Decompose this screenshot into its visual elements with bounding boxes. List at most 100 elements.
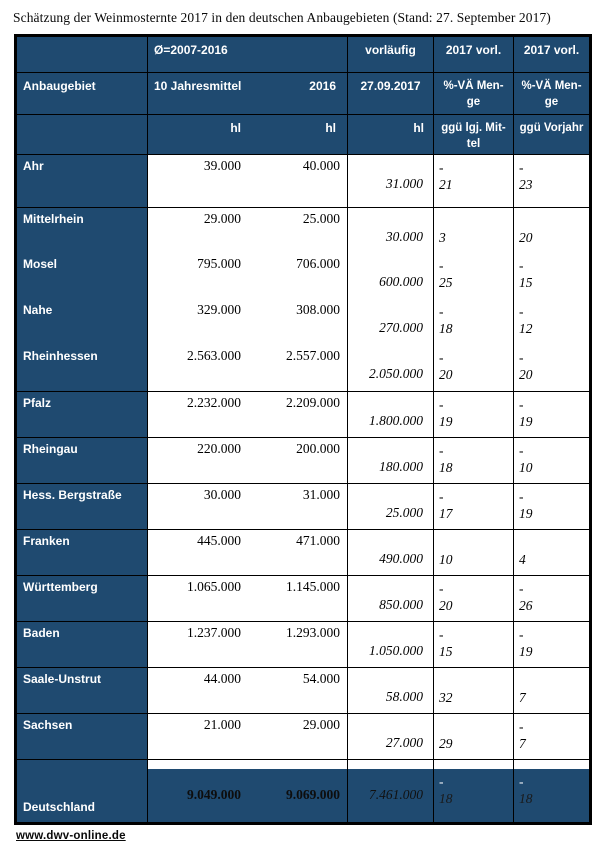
region-label-cell: Rheingau [17, 437, 147, 483]
header-row-1: Ø=2007-2016 vorläufig 2017 vorl. 2017 vo… [17, 37, 589, 72]
prelim-value: 27.000 [347, 713, 433, 759]
pct-sign: - [439, 304, 444, 319]
prelim-value: 58.000 [347, 667, 433, 713]
header-va1-top: 2017 vorl. [433, 37, 513, 72]
region-label-cell: Saale-Unstrut [17, 667, 147, 713]
region-label-cell: Mosel [17, 253, 147, 299]
header-avg-group: Ø=2007-2016 [147, 37, 347, 72]
pct-number: 18 [439, 321, 453, 336]
header-empty-cell-2 [17, 114, 147, 154]
pct-number: 10 [439, 552, 453, 567]
avg-2016-values-cell: 329.000 308.000 [147, 299, 347, 345]
y2016-value: 706.000 [296, 256, 340, 271]
y2016-value: 54.000 [302, 671, 340, 686]
table-row: Saale-Unstrut 44.000 54.000 58.000 32 7 [17, 667, 589, 713]
page-title: Schätzung der Weinmosternte 2017 in den … [13, 10, 551, 25]
prelim-value: 7.461.000 [347, 759, 433, 822]
unit-hl-2016: hl [325, 121, 336, 135]
avg10-value: 39.000 [203, 158, 241, 173]
avg-2016-values-cell: 39.000 40.000 [147, 154, 347, 207]
pct-sign: - [439, 397, 444, 412]
table-row: Pfalz 2.232.000 2.209.000 1.800.000 - 19… [17, 391, 589, 437]
pct-number: 21 [439, 177, 453, 192]
pct-sign: - [519, 581, 524, 596]
region-label-cell: Franken [17, 529, 147, 575]
pct-sign [519, 672, 589, 689]
pct-vs-vorjahr-cell: 20 [513, 207, 589, 253]
pct-vs-mittel-cell: - 17 [433, 483, 513, 529]
region-label-cell: Württemberg [17, 575, 147, 621]
pct-vs-mittel-cell: 10 [433, 529, 513, 575]
pct-vs-mittel-cell: 3 [433, 207, 513, 253]
region-label-cell: Ahr [17, 154, 147, 207]
pct-number: 18 [439, 460, 453, 475]
header-row-2: Anbaugebiet 10 Jahresmittel 2016 27.09.2… [17, 72, 589, 114]
header-2016-label: 2016 [309, 79, 336, 93]
pct-number: 12 [519, 321, 533, 336]
pct-number: 3 [439, 230, 446, 245]
pct-sign: - [439, 774, 444, 789]
pct-number: 20 [439, 367, 453, 382]
y2016-value: 25.000 [302, 211, 340, 226]
avg10-value: 2.232.000 [187, 395, 241, 410]
region-label-cell: Mittelrhein [17, 207, 147, 253]
avg-2016-values-cell: 1.065.000 1.145.000 [147, 575, 347, 621]
header-va1-menge: %-VÄ Men- ge [433, 72, 513, 114]
pct-sign [519, 212, 589, 229]
pct-number: 19 [519, 644, 533, 659]
pct-number: 20 [519, 230, 533, 245]
avg10-value: 795.000 [197, 256, 241, 271]
avg10-value: 1.237.000 [187, 625, 241, 640]
pct-sign [439, 718, 513, 735]
region-label-cell: Nahe [17, 299, 147, 345]
y2016-value: 200.000 [296, 441, 340, 456]
prelim-value: 1.800.000 [347, 391, 433, 437]
table-row: Franken 445.000 471.000 490.000 10 4 [17, 529, 589, 575]
avg10-value: 29.000 [203, 211, 241, 226]
prelim-value: 30.000 [347, 207, 433, 253]
header-region: Anbaugebiet [17, 72, 147, 114]
pct-sign: - [439, 160, 444, 175]
avg10-value: 220.000 [197, 441, 241, 456]
region-label-cell: Deutschland [17, 759, 147, 822]
pct-number: 19 [519, 506, 533, 521]
pct-vs-vorjahr-cell: - 26 [513, 575, 589, 621]
pct-number: 18 [439, 791, 453, 806]
table-row: Mosel 795.000 706.000 600.000 - 25 - 15 [17, 253, 589, 299]
avg-2016-values-cell: 1.237.000 1.293.000 [147, 621, 347, 667]
y2016-value: 29.000 [302, 717, 340, 732]
pct-vs-mittel-cell: - 18 [433, 437, 513, 483]
region-label-cell: Hess. Bergstraße [17, 483, 147, 529]
avg10-value: 21.000 [203, 717, 241, 732]
y2016-value: 2.209.000 [286, 395, 340, 410]
pct-sign: - [519, 627, 524, 642]
pct-vs-vorjahr-cell: - 20 [513, 345, 589, 391]
prelim-value: 490.000 [347, 529, 433, 575]
region-label-cell: Pfalz [17, 391, 147, 437]
pct-sign [439, 534, 513, 551]
table-row: Mittelrhein 29.000 25.000 30.000 3 20 [17, 207, 589, 253]
prelim-value: 31.000 [347, 154, 433, 207]
pct-number: 15 [519, 275, 533, 290]
pct-sign: - [439, 443, 444, 458]
avg10-value: 9.049.000 [187, 787, 241, 802]
avg10-value: 445.000 [197, 533, 241, 548]
pct-number: 10 [519, 460, 533, 475]
header-units-cell: hl hl [147, 114, 347, 154]
pct-sign: - [519, 350, 524, 365]
header-va2-bottom: ggü Vorjahr [513, 114, 589, 154]
pct-vs-mittel-cell: - 20 [433, 575, 513, 621]
pct-vs-vorjahr-cell: - 18 [513, 759, 589, 822]
pct-number: 23 [519, 177, 533, 192]
dwv-website-link[interactable]: www.dwv-online.de [16, 830, 126, 842]
header-empty-cell [17, 37, 147, 72]
unit-hl-prelim: hl [347, 114, 433, 154]
avg-2016-values-cell: 29.000 25.000 [147, 207, 347, 253]
pct-sign: - [519, 258, 524, 273]
pct-vs-vorjahr-cell: - 19 [513, 391, 589, 437]
pct-vs-mittel-cell: - 20 [433, 345, 513, 391]
region-label-cell: Rheinhessen [17, 345, 147, 391]
table-row: Rheinhessen 2.563.000 2.557.000 2.050.00… [17, 345, 589, 391]
y2016-value: 9.069.000 [286, 787, 340, 802]
prelim-value: 25.000 [347, 483, 433, 529]
